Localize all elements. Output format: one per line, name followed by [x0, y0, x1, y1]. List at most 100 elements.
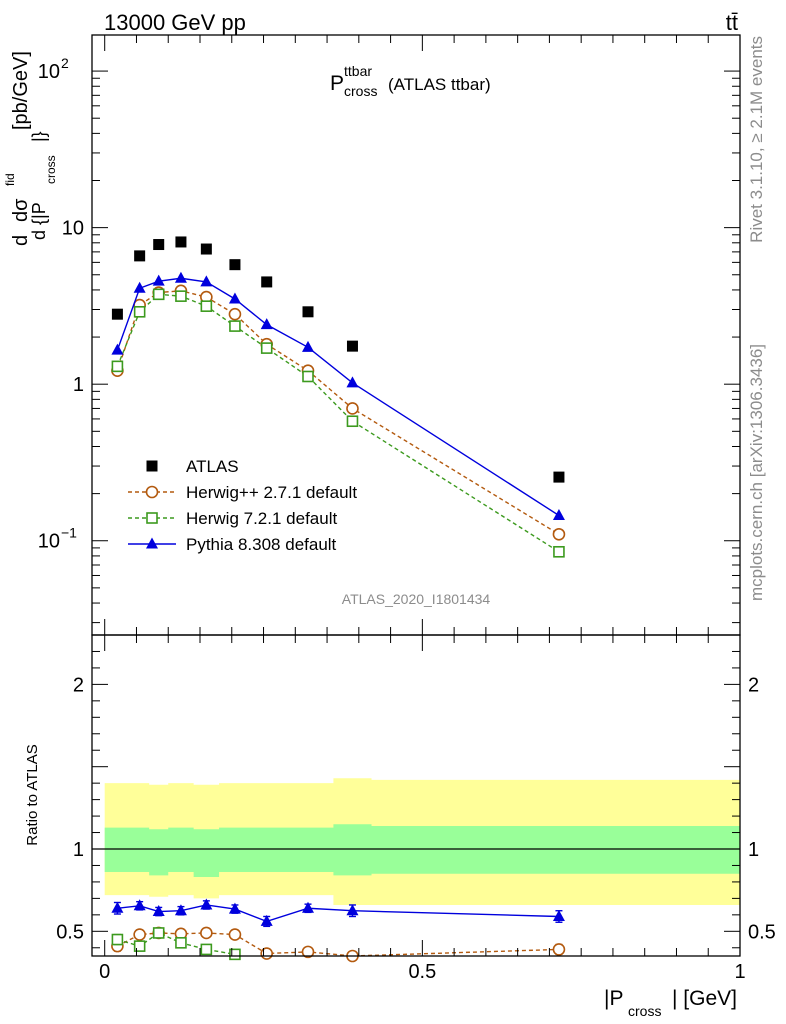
legend-entry-0: ATLAS — [146, 457, 239, 476]
main-series-2 — [111, 288, 565, 558]
ylabel-numerator-sup: fid — [3, 173, 17, 186]
main-series-0 — [111, 236, 565, 483]
ratio-panel — [92, 778, 741, 963]
main-point — [200, 243, 212, 255]
ylabel-denominator: d {|P — [29, 202, 49, 240]
ratio-point — [133, 940, 146, 952]
main-point — [346, 402, 359, 415]
main-point — [346, 415, 359, 428]
mcplots-label: mcplots.cern.ch [arXiv:1306.3436] — [747, 344, 766, 601]
legend-entry-1: Herwig++ 2.7.1 default — [128, 483, 357, 502]
ratio-series-line — [117, 904, 559, 923]
ratio-point — [552, 909, 565, 921]
main-point — [302, 306, 314, 318]
main-point — [302, 370, 314, 383]
ratio-y-tick-label-right: 2 — [748, 674, 759, 696]
main-point — [228, 307, 242, 321]
ratio-point — [200, 898, 213, 910]
main-point — [552, 527, 566, 541]
ratio-point — [152, 905, 165, 917]
rivet-version-label: Rivet 3.1.10, ≥ 2.1M events — [747, 36, 766, 243]
ratio-point — [301, 945, 315, 959]
tick-exponent: 2 — [61, 55, 69, 71]
main-series-line — [116, 293, 560, 553]
ratio-point — [174, 904, 187, 916]
x-tick-label: 0 — [99, 961, 110, 983]
ratio-point — [260, 914, 273, 926]
main-point — [111, 360, 124, 373]
ratio-point — [133, 899, 146, 911]
main-y-tick-label: 10 — [62, 218, 84, 240]
main-point — [260, 318, 273, 330]
ratio-y-tick-label: 2 — [73, 674, 84, 696]
ratio-point — [200, 926, 213, 940]
xlabel-sub: cross — [628, 1003, 661, 1019]
main-point — [261, 276, 273, 288]
ylabel-denominator-sub: cross — [44, 155, 58, 184]
main-point — [228, 292, 241, 304]
main-point — [553, 471, 565, 483]
main-point — [133, 305, 146, 318]
ratio-series-3 — [111, 898, 565, 928]
title-subscript: cross — [344, 83, 377, 99]
ratio-series-1 — [111, 926, 566, 963]
ratio-point — [260, 947, 274, 960]
main-y-tick-label: 10 2 — [38, 55, 69, 83]
legend-marker — [145, 485, 159, 499]
xlabel-close: | [GeV] — [672, 987, 737, 1010]
ylabel-units: [pb/GeV] — [10, 51, 32, 130]
svg-text:P: P — [330, 72, 344, 95]
main-point — [152, 274, 165, 286]
main-point — [175, 290, 187, 302]
ratio-point — [552, 943, 566, 956]
tick-base: 1 — [73, 374, 84, 396]
ratio-point — [200, 943, 213, 956]
ratio-point — [302, 901, 314, 913]
main-point — [175, 236, 187, 248]
main-point — [200, 300, 213, 312]
legend-label: Herwig++ 2.7.1 default — [186, 483, 357, 502]
ratio-y-axis-label: Ratio to ATLAS — [24, 744, 41, 845]
tick-base: 10 — [38, 531, 60, 553]
main-series-line — [116, 290, 560, 535]
x-tick-label: 0.5 — [408, 961, 436, 983]
ratio-point — [111, 901, 124, 913]
legend-label: Pythia 8.308 default — [186, 535, 337, 554]
main-point — [134, 250, 146, 262]
header-left: 13000 GeV pp — [104, 10, 246, 35]
ratio-point — [346, 904, 359, 916]
main-point — [229, 259, 241, 271]
main-point — [133, 281, 146, 293]
ylabel-prefix: d — [10, 235, 32, 246]
main-point — [111, 308, 123, 320]
header-right: tt̄ — [726, 10, 738, 35]
ratio-band-green — [104, 824, 741, 877]
main-point — [260, 342, 273, 354]
main-point — [302, 340, 314, 352]
main-point — [346, 340, 358, 352]
tick-base: 10 — [62, 218, 84, 240]
ratio-point — [152, 927, 165, 939]
ratio-band-green-area — [104, 824, 741, 877]
ratio-y-tick-label-right: 1 — [748, 839, 759, 861]
main-series-line — [116, 277, 560, 517]
main-y-tick-label: 10 −1 — [38, 525, 77, 553]
legend-label: Herwig 7.2.1 default — [186, 509, 337, 528]
main-point — [153, 239, 165, 251]
ratio-point — [175, 937, 187, 949]
legend-entry-2: Herwig 7.2.1 default — [128, 509, 337, 528]
legend-marker — [146, 537, 158, 549]
ratio-series-line — [117, 932, 559, 957]
analysis-label: ATLAS_2020_I1801434 — [342, 591, 491, 607]
tick-base: 10 — [38, 61, 60, 83]
legend-label: ATLAS — [186, 457, 239, 476]
legend-entry-3: Pythia 8.308 default — [128, 535, 337, 554]
ratio-series-2 — [111, 927, 241, 961]
ylabel-denominator-close: |} — [29, 131, 49, 142]
title-main: P — [330, 72, 344, 95]
legend-marker — [146, 512, 158, 524]
legend-marker — [146, 460, 158, 472]
main-point — [111, 343, 124, 355]
